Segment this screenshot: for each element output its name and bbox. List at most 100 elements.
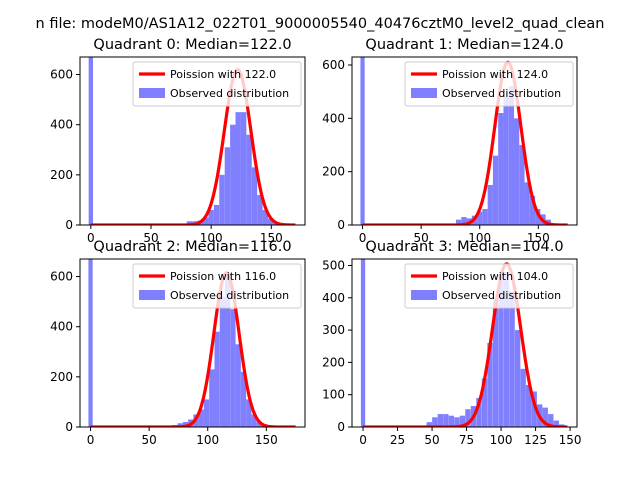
quadrant-3-legend-observed-swatch [411, 290, 437, 300]
quadrant-3-bar-15 [509, 291, 515, 427]
quadrant-3-bar-14 [503, 271, 510, 427]
quadrant-2-bar-13 [240, 371, 247, 427]
quadrant-0-bar-14 [262, 209, 269, 225]
figure-suptitle: n file: modeM0/AS1A12_022T01_9000005540_… [36, 16, 605, 32]
quadrant-3-bar-18 [525, 385, 532, 427]
quadrant-0-xtick-label-1: 50 [143, 231, 158, 245]
quadrant-2-title: Quadrant 2: Median=116.0 [93, 239, 291, 255]
quadrant-3-bar-19 [531, 391, 537, 427]
quadrant-1-bar-13 [524, 182, 530, 225]
quadrant-0-xtick-label-0: 0 [87, 231, 95, 245]
quadrant-2-ytick-label-0: 0 [65, 420, 73, 434]
quadrant-1-legend-observed-label: Observed distribution [442, 87, 561, 100]
quadrant-1-bar-10 [508, 86, 515, 225]
quadrant-3-xtick-label-4: 100 [490, 433, 513, 447]
quadrant-3-xtick-label-6: 150 [559, 433, 582, 447]
quadrant-1-legend-fit-label: Poission with 124.0 [442, 68, 548, 81]
quadrant-3-bar-16 [514, 330, 521, 427]
quadrant-3-legend: Poission with 104.0 Observed distribution [404, 263, 574, 309]
quadrant-1-bar-12 [519, 145, 525, 225]
quadrant-2-legend-observed-label: Observed distribution [170, 289, 289, 302]
quadrant-1-xtick-label-2: 100 [468, 231, 491, 245]
quadrant-0-legend-fit-label: Poission with 122.0 [170, 68, 276, 81]
quadrant-3-xtick-label-1: 25 [390, 433, 405, 447]
quadrant-3-ytick-label-4: 400 [322, 291, 345, 305]
quadrant-3-ytick-label-3: 300 [322, 323, 345, 337]
quadrant-2-panel: 0 50 100 150 0 200 400 600 Quadrant 2: Median=11… [50, 239, 306, 447]
quadrant-2-bar-7 [209, 369, 215, 427]
quadrant-2-ytick-label-3: 600 [50, 270, 73, 284]
quadrant-3-bar-zero [360, 259, 366, 427]
quadrant-1-bar-6 [487, 185, 493, 225]
quadrant-0-xtick-label-3: 150 [260, 231, 283, 245]
quadrant-3-bar-9 [476, 397, 482, 427]
quadrant-1-ytick-label-0: 0 [337, 218, 345, 232]
quadrant-2-ytick-label-2: 400 [50, 320, 73, 334]
quadrant-2-bar-zero [88, 259, 93, 427]
quadrant-1-bar-7 [492, 155, 499, 225]
quadrant-1-bar-9 [503, 97, 509, 225]
quadrant-3-legend-observed-label: Observed distribution [442, 289, 561, 302]
quadrant-0-ytick-label-2: 400 [50, 118, 73, 132]
quadrant-0-legend-observed-label: Observed distribution [170, 87, 289, 100]
quadrant-0-bar-0 [186, 221, 193, 225]
quadrant-2-bar-15 [251, 414, 257, 427]
quadrant-3-plot-area [360, 259, 568, 427]
quadrant-2-bar-9 [219, 296, 226, 427]
quadrant-1-ytick-label-1: 200 [322, 165, 345, 179]
quadrant-1-plot-area [360, 57, 568, 225]
quadrant-0-fit-line [90, 67, 296, 225]
quadrant-3-bar-3 [443, 414, 449, 427]
quadrant-2-legend-fit-label: Poission with 116.0 [170, 270, 276, 283]
quadrant-1-xtick-label-1: 50 [414, 231, 429, 245]
quadrant-0-plot-area [88, 57, 296, 225]
quadrant-0-bar-10 [240, 112, 247, 225]
quadrant-1-bar-0 [456, 219, 462, 225]
quadrant-1-xtick-label-3: 150 [527, 231, 550, 245]
quadrant-3-bar-17 [520, 368, 526, 427]
quadrant-1-bar-4 [477, 211, 483, 225]
quadrant-1-ytick-label-3: 600 [322, 58, 345, 72]
quadrant-0-bar-4 [208, 209, 214, 225]
quadrant-3-bar-7 [465, 409, 471, 427]
quadrant-1-axes-frame [351, 56, 578, 226]
quadrant-3-axes-frame [351, 258, 578, 428]
quadrant-1-bar-zero [360, 57, 365, 225]
quadrant-3-bar-23 [553, 420, 559, 427]
quadrant-1-xtick-label-0: 0 [359, 231, 367, 245]
quadrant-3-bar-21 [542, 407, 548, 427]
quadrant-3-bar-22 [548, 414, 554, 427]
quadrant-3-bar-10 [481, 378, 488, 427]
quadrant-3-bar-11 [487, 343, 493, 427]
quadrant-2-bar-11 [230, 309, 236, 427]
quadrant-1-title: Quadrant 1: Median=124.0 [365, 37, 563, 53]
quadrant-2-bar-16 [256, 421, 262, 427]
quadrant-3-bar-13 [498, 275, 504, 427]
quadrant-2-legend: Poission with 116.0 Observed distribution [132, 263, 302, 309]
quadrant-1-bar-15 [535, 209, 541, 225]
quadrant-0-bar-11 [246, 134, 252, 225]
quadrant-2-bar-6 [203, 399, 210, 427]
quadrant-2-legend-box [132, 263, 302, 309]
quadrant-0-title: Quadrant 0: Median=122.0 [93, 37, 291, 53]
quadrant-2-bar-14 [246, 399, 252, 427]
quadrant-1-legend-box [404, 61, 574, 107]
quadrant-3-bar-1 [432, 417, 438, 427]
quadrant-3-xtick-label-2: 50 [424, 433, 439, 447]
quadrant-2-axes-frame [79, 258, 306, 428]
quadrant-1-bar-14 [529, 195, 536, 225]
quadrant-2-plot-area [88, 259, 296, 427]
quadrant-1-bar-8 [498, 113, 504, 225]
quadrant-1-bar-11 [514, 118, 520, 225]
quadrant-1-bar-1 [461, 217, 467, 225]
quadrant-2-bar-5 [198, 409, 204, 427]
quadrant-3-title: Quadrant 3: Median=104.0 [365, 239, 563, 255]
quadrant-1-legend: Poission with 124.0 Observed distribution [404, 61, 574, 107]
quadrant-0-bar-6 [219, 174, 225, 225]
quadrant-0-xtick-label-2: 100 [200, 231, 223, 245]
quadrant-2-xtick-label-3: 150 [255, 433, 278, 447]
quadrant-0-bar-8 [230, 124, 236, 225]
quadrant-1-fit-line [362, 60, 568, 225]
quadrant-2-ytick-label-1: 200 [50, 370, 73, 384]
